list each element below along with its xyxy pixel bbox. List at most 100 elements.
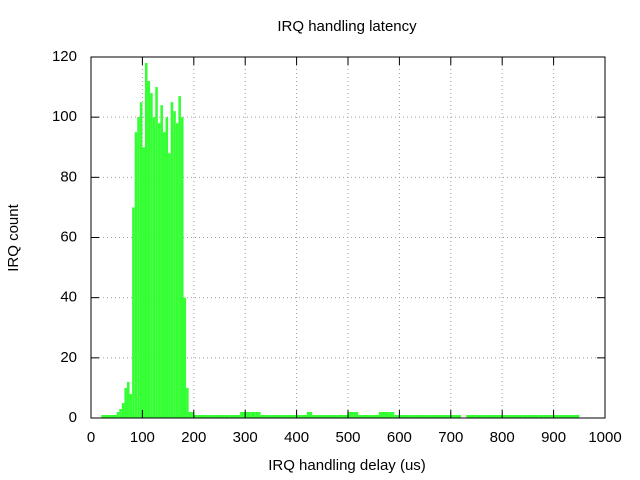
bar: [101, 414, 107, 418]
bar: [188, 411, 194, 418]
bar: [353, 411, 359, 418]
bar: [229, 414, 235, 418]
bar: [155, 87, 158, 418]
x-tick-label: 200: [181, 429, 206, 446]
bar: [224, 414, 230, 418]
bar: [517, 414, 523, 418]
bar: [178, 96, 181, 418]
bar: [152, 117, 156, 419]
y-axis-label: IRQ count: [5, 203, 22, 271]
bar: [543, 414, 549, 418]
bar: [486, 414, 492, 418]
bar: [368, 414, 374, 418]
x-tick-label: 500: [335, 429, 360, 446]
bar: [409, 414, 415, 418]
bar: [147, 81, 151, 419]
bar: [527, 414, 534, 418]
bar: [491, 414, 498, 418]
bar: [116, 411, 120, 418]
bar: [373, 414, 379, 418]
bar: [250, 411, 256, 418]
bar: [342, 414, 348, 418]
bar: [548, 414, 554, 418]
bar: [245, 411, 251, 418]
bar: [132, 207, 135, 418]
bar: [142, 147, 145, 418]
bar: [150, 93, 153, 418]
bar: [312, 414, 318, 418]
bar: [445, 414, 451, 418]
bar: [419, 414, 426, 418]
x-tick-label: 800: [490, 429, 515, 446]
bar: [165, 117, 169, 419]
bar: [124, 387, 127, 418]
bar: [129, 393, 133, 418]
bar: [175, 123, 179, 418]
y-tick-label: 60: [60, 228, 77, 245]
bar: [281, 414, 287, 418]
bar: [291, 414, 297, 418]
bar: [358, 414, 364, 418]
bar: [389, 411, 395, 418]
bar: [394, 414, 400, 418]
bar: [399, 414, 405, 418]
bar: [476, 414, 482, 418]
bar: [574, 414, 580, 418]
bar: [198, 414, 205, 418]
bar: [219, 414, 225, 418]
x-tick-label: 1000: [588, 429, 621, 446]
bar: [558, 414, 564, 418]
plot-area: [90, 56, 606, 419]
bar: [111, 414, 117, 418]
bar: [481, 414, 487, 418]
bar: [471, 414, 477, 418]
bar: [301, 414, 307, 418]
bar: [450, 414, 456, 418]
bar: [180, 117, 184, 419]
y-tick-label: 20: [60, 349, 77, 366]
bar: [214, 414, 220, 418]
bar: [265, 414, 271, 418]
bar: [322, 414, 328, 418]
bar: [507, 414, 513, 418]
x-axis-label: IRQ handling delay (us): [268, 457, 426, 474]
y-tick-label: 80: [60, 168, 77, 185]
bar: [255, 411, 261, 418]
y-tick-label: 40: [60, 289, 77, 306]
bar: [569, 414, 575, 418]
bar: [121, 402, 125, 418]
bar: [522, 414, 528, 418]
bar: [144, 63, 148, 419]
bar: [337, 414, 343, 418]
bar: [383, 411, 390, 418]
bar: [183, 297, 187, 418]
bar: [425, 414, 431, 418]
bar: [240, 411, 246, 418]
bar: [348, 411, 354, 418]
x-tick-label: 700: [438, 429, 463, 446]
chart-title: IRQ handling latency: [277, 18, 417, 35]
bar: [276, 414, 282, 418]
bar: [363, 414, 369, 418]
bar: [260, 414, 266, 418]
bar: [157, 123, 161, 418]
x-tick-label: 400: [284, 429, 309, 446]
bar: [317, 414, 323, 418]
bar: [414, 414, 420, 418]
bar: [286, 414, 292, 418]
bar: [455, 414, 462, 418]
bar: [270, 414, 277, 418]
x-tick-label: 900: [541, 429, 566, 446]
bar: [193, 414, 199, 418]
bar: [162, 132, 166, 419]
bar: [378, 411, 384, 418]
x-tick-label: 600: [387, 429, 412, 446]
y-tick-label: 120: [52, 48, 77, 65]
bar: [430, 414, 436, 418]
y-tick-label: 100: [52, 108, 77, 125]
bar: [306, 411, 313, 418]
bar: [327, 414, 333, 418]
bar: [553, 414, 559, 418]
bar: [160, 105, 163, 418]
